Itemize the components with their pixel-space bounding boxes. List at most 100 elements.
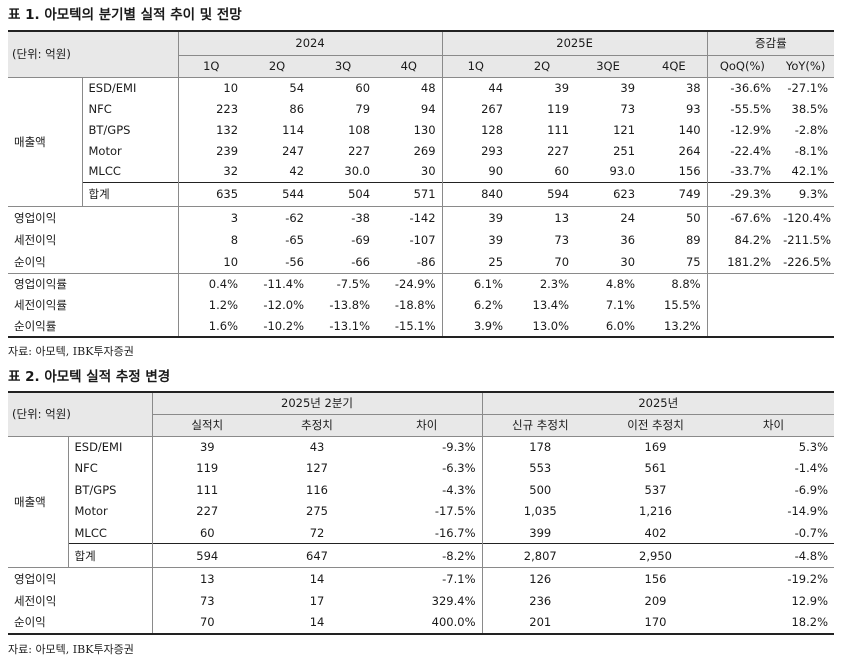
table1-row-label: BT/GPS [82, 119, 179, 140]
table1-cell: 93.0 [609, 164, 636, 179]
table2-cell: 39 [199, 440, 215, 454]
table1-cell: 130 [376, 119, 443, 140]
table2-cell: 119 [196, 461, 219, 476]
table2-row-label: NFC [68, 457, 153, 479]
table1-row-label: 영업이익률 [8, 273, 179, 295]
table1-cell: 840 [481, 187, 504, 201]
table2-cell: 116 [306, 482, 328, 497]
table1-col-header: 1Q [442, 54, 510, 77]
table1-cell: -211.5% [783, 232, 832, 247]
table2-cell: 227 [196, 504, 219, 519]
table1-cell: 181.2% [727, 255, 772, 269]
table1-cell: 36 [620, 232, 636, 247]
table1-cell: -2.8% [794, 122, 829, 137]
table1-cell: 114 [282, 122, 305, 137]
table1-cell: 73 [620, 101, 636, 116]
table1-cell: 70 [554, 255, 570, 269]
table2-row-label: 순이익 [8, 611, 153, 634]
table1-cell: -56 [285, 255, 305, 269]
table1-cell: 90 [488, 164, 504, 179]
table1-cell: 594 [547, 187, 570, 201]
table1-cell: 60 [554, 164, 570, 179]
table2-cell: -16.7% [372, 522, 483, 544]
table1-cell: 247 [282, 143, 305, 158]
table1-row: 영업이익 3 -62 -38 -142 39 13 24 50 -67.6% -120.4% [8, 206, 834, 229]
table1-quarter-header-row: 1Q 2Q 3Q 4Q 1Q 2Q 3QE 4QE QoQ(%) YoY(%) [8, 54, 835, 77]
table2-cell: 201 [529, 615, 552, 629]
table1-cell: 30 [620, 255, 636, 269]
table1-empty-cell [707, 295, 777, 316]
table2-group-2025: 2025년 [638, 396, 679, 411]
table1-cell: -27.1% [787, 80, 829, 95]
table2-cell: 400.0% [372, 611, 483, 634]
table1-cell: -15.1% [376, 315, 443, 337]
table1-cell: -67.6% [730, 210, 772, 225]
table1-cell: 264 [641, 140, 708, 161]
table1-cell: -36.6% [730, 80, 772, 95]
table1-cell: -18.8% [376, 294, 443, 316]
table2-section-revenue: 매출액 [8, 436, 69, 568]
table1-group-header-row: (단위: 억원) 2024 2025E 증감률 [8, 31, 835, 77]
table1-row: BT/GPS 132 114 108 130 128 111 121 140 -12.9% -2.8… [8, 119, 834, 140]
table1-row: Motor 239 247 227 269 293 227 251 264 -22.4% -8.1% [8, 140, 834, 161]
table1-cell: 0.4% [208, 277, 239, 292]
table2-cell: -0.7% [794, 525, 829, 540]
table2-cell: 72 [309, 525, 325, 540]
table1-cell: 54 [289, 80, 305, 95]
table2-row: 순이익 70 14 400.0% 201 170 18.2% [8, 611, 835, 634]
table1-cell: 10 [223, 255, 239, 269]
table1-cell: 544 [282, 187, 305, 201]
table1-cell: 10 [223, 80, 239, 95]
table2-cell: -17.5% [372, 500, 483, 522]
table1-cell: -33.7% [730, 164, 772, 179]
table1-cell: 121 [613, 122, 636, 137]
table2-col-header: 차이 [713, 413, 835, 436]
table1-unit-label: (단위: 억원) [8, 31, 179, 77]
table2-cell: 18.2% [791, 615, 829, 629]
table1-cell: -29.3% [730, 187, 772, 201]
table1-cell: 39 [488, 232, 504, 247]
table1-cell: 13 [554, 210, 570, 225]
table1-cell: 128 [481, 122, 504, 137]
table2-cell: -4.3% [372, 479, 483, 501]
table2-row-label: BT/GPS [68, 479, 153, 501]
table1-cell: 48 [376, 77, 443, 98]
table1-row-label: NFC [82, 98, 179, 119]
table2-row-label: 합계 [68, 543, 153, 568]
table1-cell: -13.8% [329, 298, 371, 312]
table2-col-header: 차이 [372, 413, 483, 436]
table2-cell: 553 [529, 461, 552, 476]
table1-cell: -13.1% [329, 318, 371, 333]
table1-row-label: 세전이익 [8, 228, 179, 251]
table1-cell: 32 [223, 164, 239, 179]
table2-cell: 329.4% [372, 589, 483, 612]
table2-cell: 170 [644, 615, 667, 629]
table1-cell: -69 [351, 232, 371, 247]
table1-cell: 156 [641, 161, 708, 182]
table1-col-header: QoQ(%) [707, 54, 778, 77]
table1-empty-cell [777, 274, 834, 295]
table1-cell: 3.9% [473, 318, 504, 333]
table1-row-label: ESD/EMI [82, 77, 179, 98]
table1-cell: 9.3% [798, 187, 829, 201]
table1-cell: 227 [547, 143, 570, 158]
table1-cell: 50 [641, 206, 708, 229]
table1-row-label: 영업이익 [8, 206, 179, 229]
table1-cell: -142 [376, 206, 443, 229]
table1-col-header: YoY(%) [777, 54, 835, 77]
table2-row: 합계 594 647 -8.2% 2,807 2,950 -4.8% [8, 543, 835, 568]
table1-cell: -38 [351, 210, 371, 225]
table2-cell: 647 [306, 548, 328, 563]
table2-cell: 561 [644, 461, 667, 476]
table1-cell: 25 [488, 255, 504, 269]
table2-cell: 2,807 [523, 548, 557, 563]
table2-cell: 13 [199, 571, 215, 586]
table2-cell: 5.3% [798, 440, 829, 454]
table1-cell: 38 [641, 77, 708, 98]
table2-row-label: Motor [68, 500, 153, 522]
table2-cell: 594 [196, 548, 219, 563]
table1-cell: 132 [216, 122, 239, 137]
table1-cell: 111 [547, 122, 570, 137]
table1-group-change: 증감률 [754, 36, 787, 51]
table1-cell: 39 [488, 210, 504, 225]
